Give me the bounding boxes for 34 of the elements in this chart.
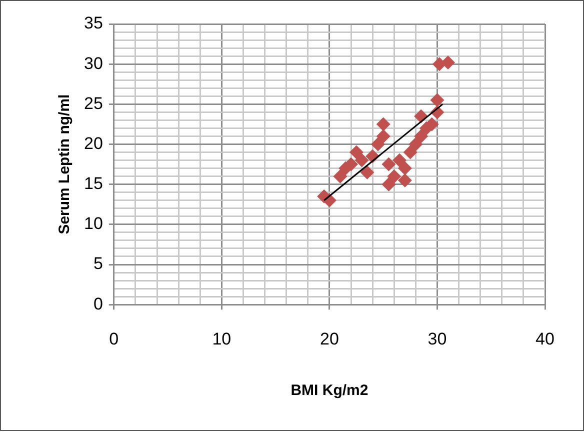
x-tick-label: 20 bbox=[320, 329, 339, 348]
point bbox=[382, 157, 396, 172]
x-axis-title: BMI Kg/m2 bbox=[290, 382, 368, 400]
y-tick-label: 25 bbox=[84, 94, 103, 113]
point bbox=[376, 129, 390, 144]
y-tick-label: 30 bbox=[84, 54, 103, 73]
point bbox=[354, 153, 369, 168]
point bbox=[430, 93, 444, 108]
point bbox=[403, 145, 418, 160]
point bbox=[408, 137, 423, 152]
y-tick-label: 15 bbox=[84, 174, 103, 194]
y-tick-label: 5 bbox=[93, 254, 103, 274]
y-tick-label: 35 bbox=[84, 14, 103, 33]
point bbox=[370, 137, 385, 152]
x-tick-label: 30 bbox=[428, 329, 447, 348]
point bbox=[349, 145, 364, 160]
point bbox=[333, 169, 348, 184]
point bbox=[387, 169, 402, 184]
point bbox=[392, 153, 407, 168]
y-tick-label: 20 bbox=[84, 134, 103, 153]
point bbox=[398, 161, 412, 176]
point bbox=[382, 177, 396, 192]
point bbox=[376, 117, 390, 132]
point bbox=[360, 165, 374, 180]
point bbox=[441, 55, 456, 70]
x-tick-label: 10 bbox=[212, 329, 232, 348]
point bbox=[414, 129, 428, 144]
y-tick-label: 0 bbox=[93, 294, 103, 314]
y-axis-title: Serum Leptin ng/ml bbox=[56, 94, 74, 234]
x-tick-label: 40 bbox=[536, 329, 554, 348]
y-tick-label: 10 bbox=[84, 214, 103, 234]
x-tick-label: 0 bbox=[109, 329, 119, 348]
point bbox=[398, 173, 412, 188]
point bbox=[344, 157, 358, 172]
